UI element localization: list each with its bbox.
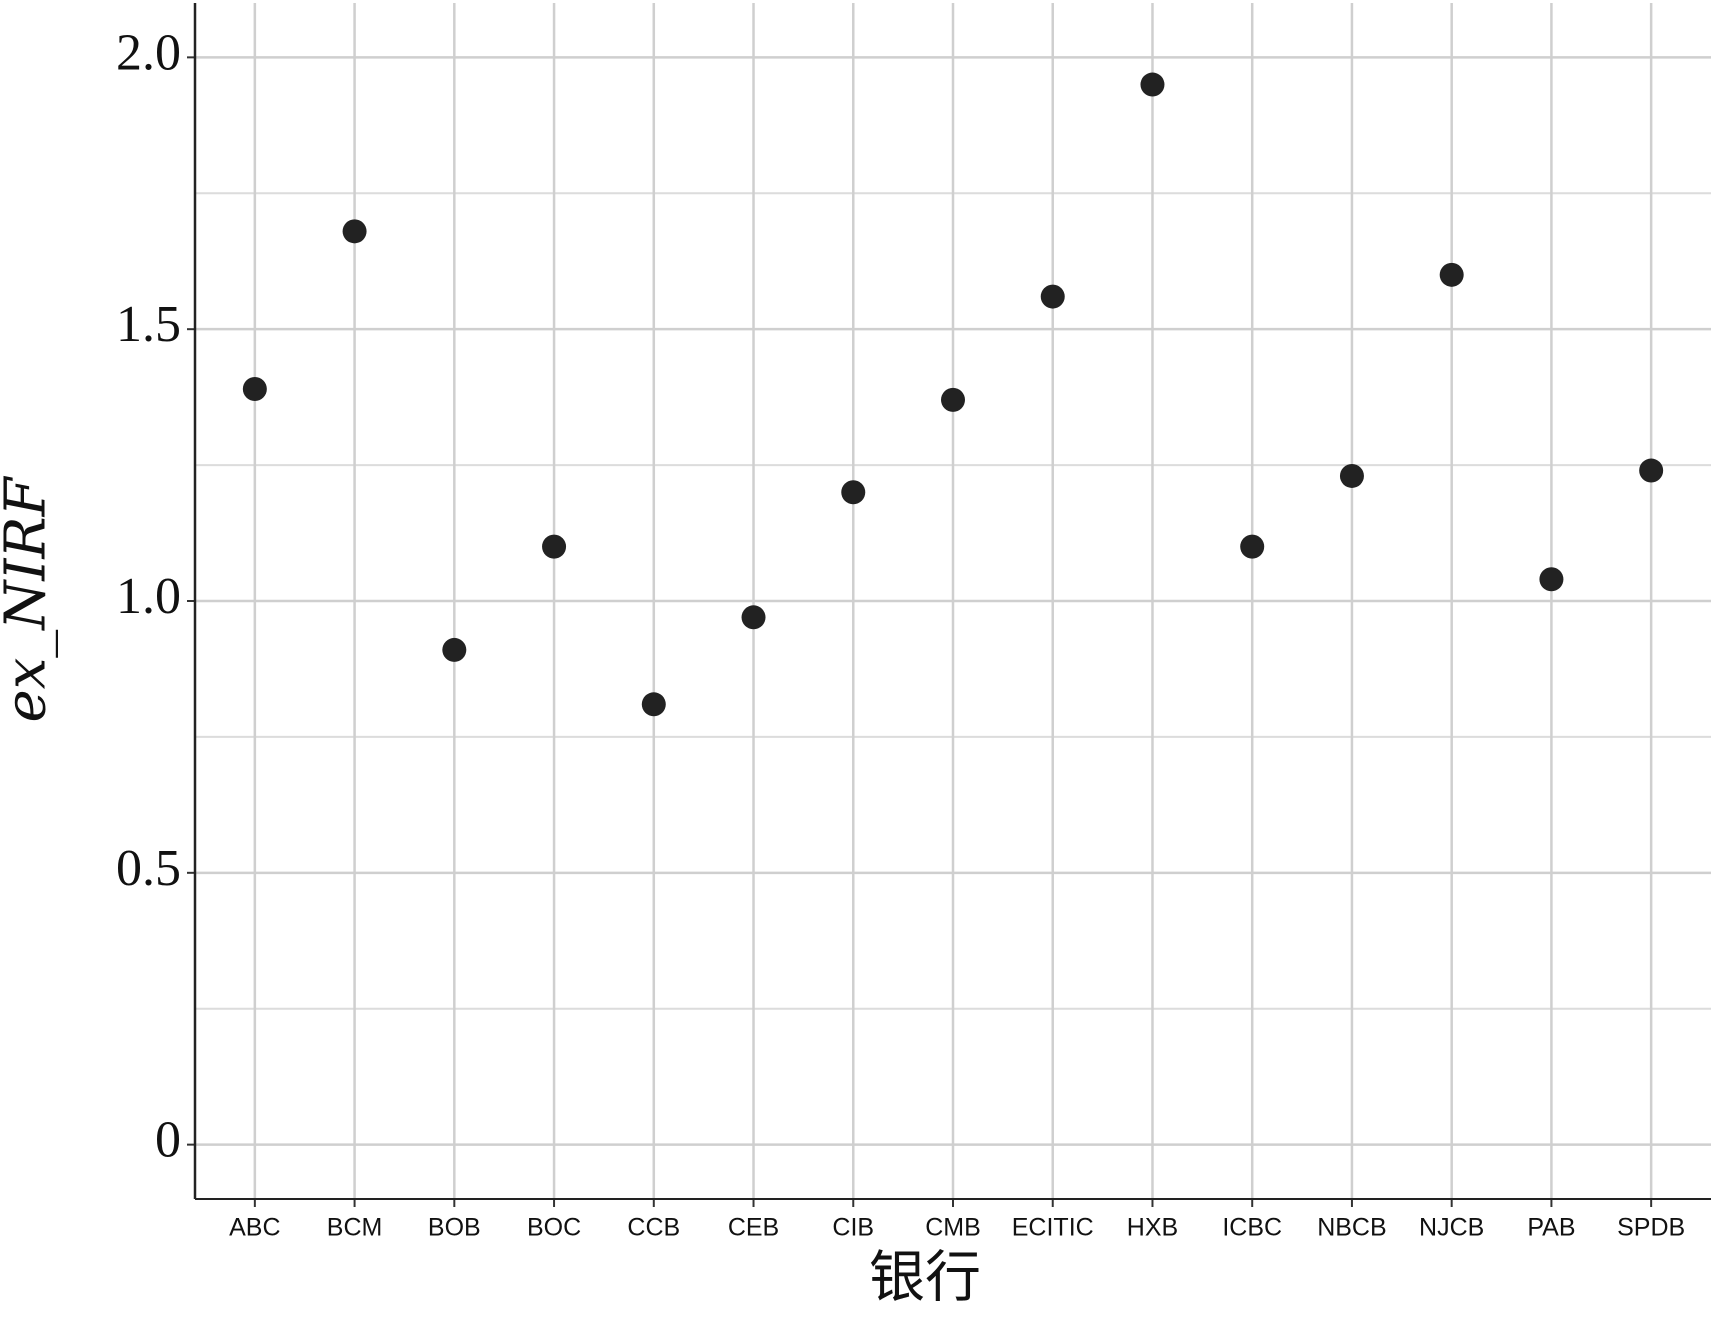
point <box>1339 463 1364 488</box>
x-tick-label: HXB <box>1127 1214 1178 1242</box>
y-tick-label: 1.5 <box>116 296 181 353</box>
x-tick-label: ICBC <box>1222 1214 1282 1242</box>
point <box>941 387 965 412</box>
point <box>1140 72 1165 97</box>
y-tick-label: 0 <box>155 1112 181 1169</box>
point <box>1639 458 1664 483</box>
x-tick-label: CEB <box>728 1214 779 1242</box>
point <box>841 480 866 505</box>
point <box>242 376 267 401</box>
point <box>741 605 766 630</box>
x-tick-label: CMB <box>925 1214 981 1242</box>
x-axis-label: 银行 <box>869 1246 981 1311</box>
point <box>1240 534 1265 559</box>
y-tick-label: 1.0 <box>116 568 181 625</box>
y-tick-label: 2.0 <box>116 24 181 81</box>
x-tick-label: CCB <box>627 1214 680 1242</box>
point <box>1040 284 1065 309</box>
point <box>442 637 467 662</box>
point <box>1539 567 1564 592</box>
x-tick-label: NJCB <box>1419 1214 1484 1242</box>
x-tick-label: CIB <box>832 1214 874 1242</box>
point <box>542 534 567 559</box>
x-tick-label: ECITIC <box>1012 1214 1094 1242</box>
point <box>1439 262 1464 287</box>
x-tick-label: NBCB <box>1317 1214 1386 1242</box>
point <box>342 219 367 244</box>
x-tick-label: PAB <box>1527 1214 1575 1242</box>
point <box>641 692 666 717</box>
x-tick-label: SPDB <box>1617 1214 1685 1242</box>
x-tick-label: BOC <box>527 1214 581 1242</box>
x-tick-label: ABC <box>229 1214 280 1242</box>
x-tick-label: BCM <box>327 1214 383 1242</box>
y-axis-label: ex_NIRF <box>0 475 59 722</box>
y-tick-label: 0.5 <box>116 840 181 897</box>
x-tick-label: BOB <box>428 1214 481 1242</box>
